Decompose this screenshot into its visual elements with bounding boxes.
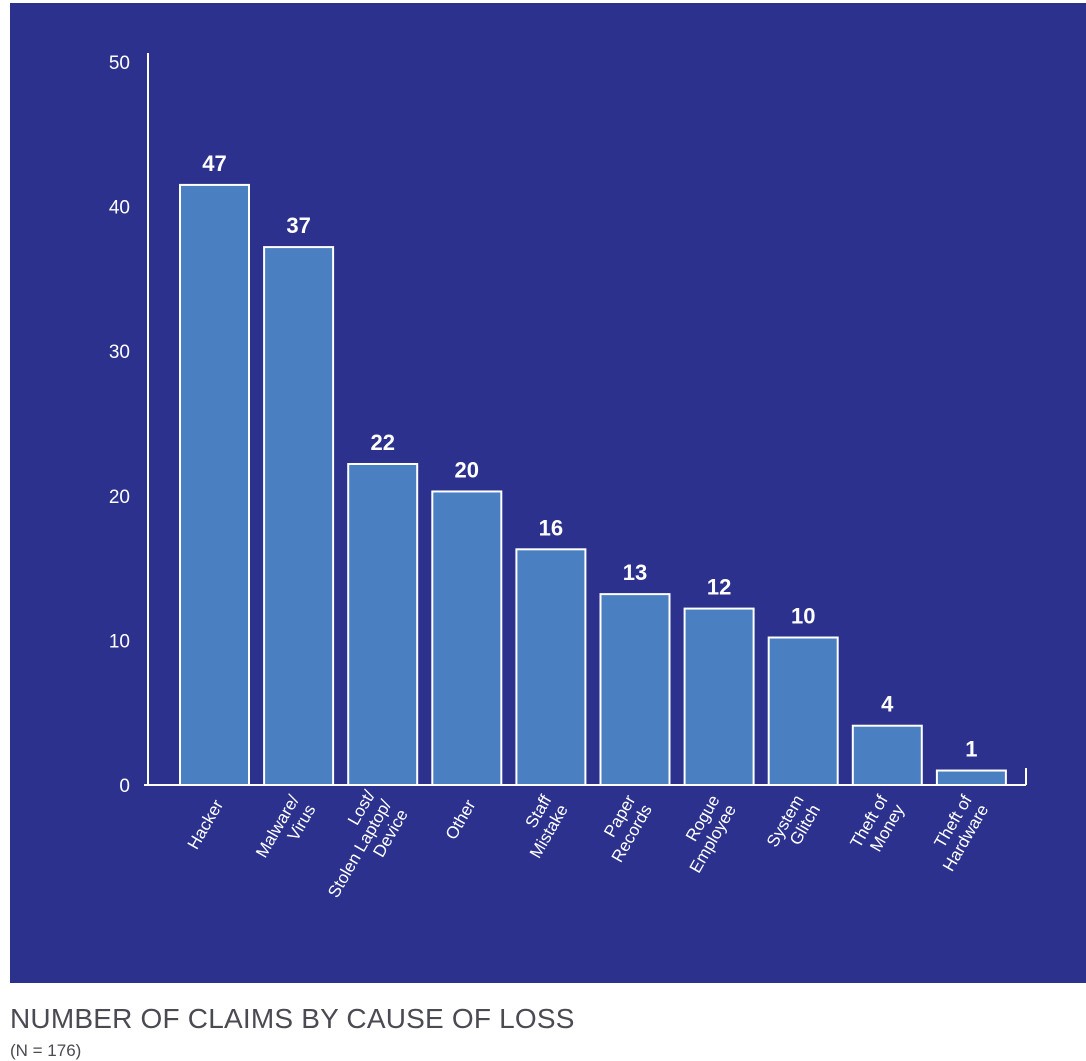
x-tick-label-text: RogueEmployee bbox=[669, 792, 740, 876]
axes bbox=[144, 53, 1027, 786]
bars bbox=[179, 183, 1007, 787]
chart-title: NUMBER OF CLAIMS BY CAUSE OF LOSS bbox=[10, 1003, 575, 1034]
chart-panel: 0 10 20 30 40 50 47 37 22 20 16 13 12 10 4 1 Hacker Mal… bbox=[10, 3, 1086, 983]
x-tick-label: Theft ofMoney bbox=[846, 791, 908, 860]
x-tick-label-text: Lost/Stolen Laptop/Device bbox=[308, 787, 412, 911]
x-tick-label: Other bbox=[442, 796, 480, 843]
x-axis-labels: Hacker Malware/Virus Lost/Stolen Laptop/De… bbox=[184, 787, 993, 911]
value-label: 4 bbox=[881, 692, 894, 717]
x-tick-label-line: Other bbox=[442, 796, 480, 843]
value-label: 47 bbox=[202, 151, 226, 176]
value-label: 1 bbox=[965, 737, 977, 762]
value-label: 22 bbox=[370, 430, 394, 455]
bar bbox=[179, 183, 250, 787]
value-label: 20 bbox=[455, 457, 479, 482]
x-tick-label: StaffMistake bbox=[510, 792, 572, 862]
y-tick-label: 30 bbox=[109, 342, 130, 363]
value-label: 37 bbox=[286, 213, 310, 238]
x-tick-label-text: Theft ofHardware bbox=[923, 792, 993, 875]
bar bbox=[431, 490, 503, 786]
bar bbox=[683, 607, 755, 787]
x-tick-label-text: PaperRecords bbox=[591, 791, 656, 865]
y-tick-label: 10 bbox=[109, 631, 130, 652]
chart-subtitle: (N = 176) bbox=[10, 1041, 82, 1060]
value-label: 12 bbox=[707, 575, 731, 600]
x-tick-label: PaperRecords bbox=[591, 791, 656, 865]
x-tick-label-line: Hacker bbox=[184, 796, 228, 852]
x-tick-label: Lost/Stolen Laptop/Device bbox=[308, 787, 412, 911]
bar bbox=[263, 246, 335, 786]
x-tick-label-text: StaffMistake bbox=[510, 792, 572, 862]
x-tick-label: SystemGlitch bbox=[763, 792, 824, 860]
x-tick-label-text: Malware/Virus bbox=[252, 792, 320, 871]
y-tick-label: 20 bbox=[109, 487, 130, 508]
bar bbox=[767, 636, 839, 786]
value-label: 10 bbox=[791, 604, 815, 629]
y-tick-label: 0 bbox=[119, 776, 130, 797]
bar bbox=[851, 724, 923, 786]
bar bbox=[599, 593, 671, 786]
bar-chart: 0 10 20 30 40 50 47 37 22 20 16 13 12 10 4 1 Hacker Mal… bbox=[109, 53, 1027, 911]
x-tick-label: Theft ofHardware bbox=[923, 792, 993, 875]
x-tick-label: RogueEmployee bbox=[669, 792, 740, 876]
x-tick-label-text: Theft ofMoney bbox=[846, 791, 908, 860]
y-tick-label: 50 bbox=[109, 53, 130, 74]
caption-box bbox=[0, 983, 615, 1058]
value-labels: 47 37 22 20 16 13 12 10 4 1 bbox=[202, 151, 977, 762]
value-label: 16 bbox=[539, 515, 563, 540]
x-tick-label: Malware/Virus bbox=[252, 792, 320, 871]
y-tick-label: 40 bbox=[109, 198, 130, 219]
x-tick-label-text: Other bbox=[442, 796, 480, 843]
value-label: 13 bbox=[623, 560, 647, 585]
bar bbox=[347, 462, 419, 786]
y-axis-ticks: 0 10 20 30 40 50 bbox=[109, 53, 130, 797]
x-tick-label: Hacker bbox=[184, 796, 228, 852]
bar bbox=[935, 769, 1007, 786]
x-tick-label-text: SystemGlitch bbox=[763, 792, 824, 860]
x-tick-label-text: Hacker bbox=[184, 796, 228, 852]
bar bbox=[515, 548, 587, 786]
